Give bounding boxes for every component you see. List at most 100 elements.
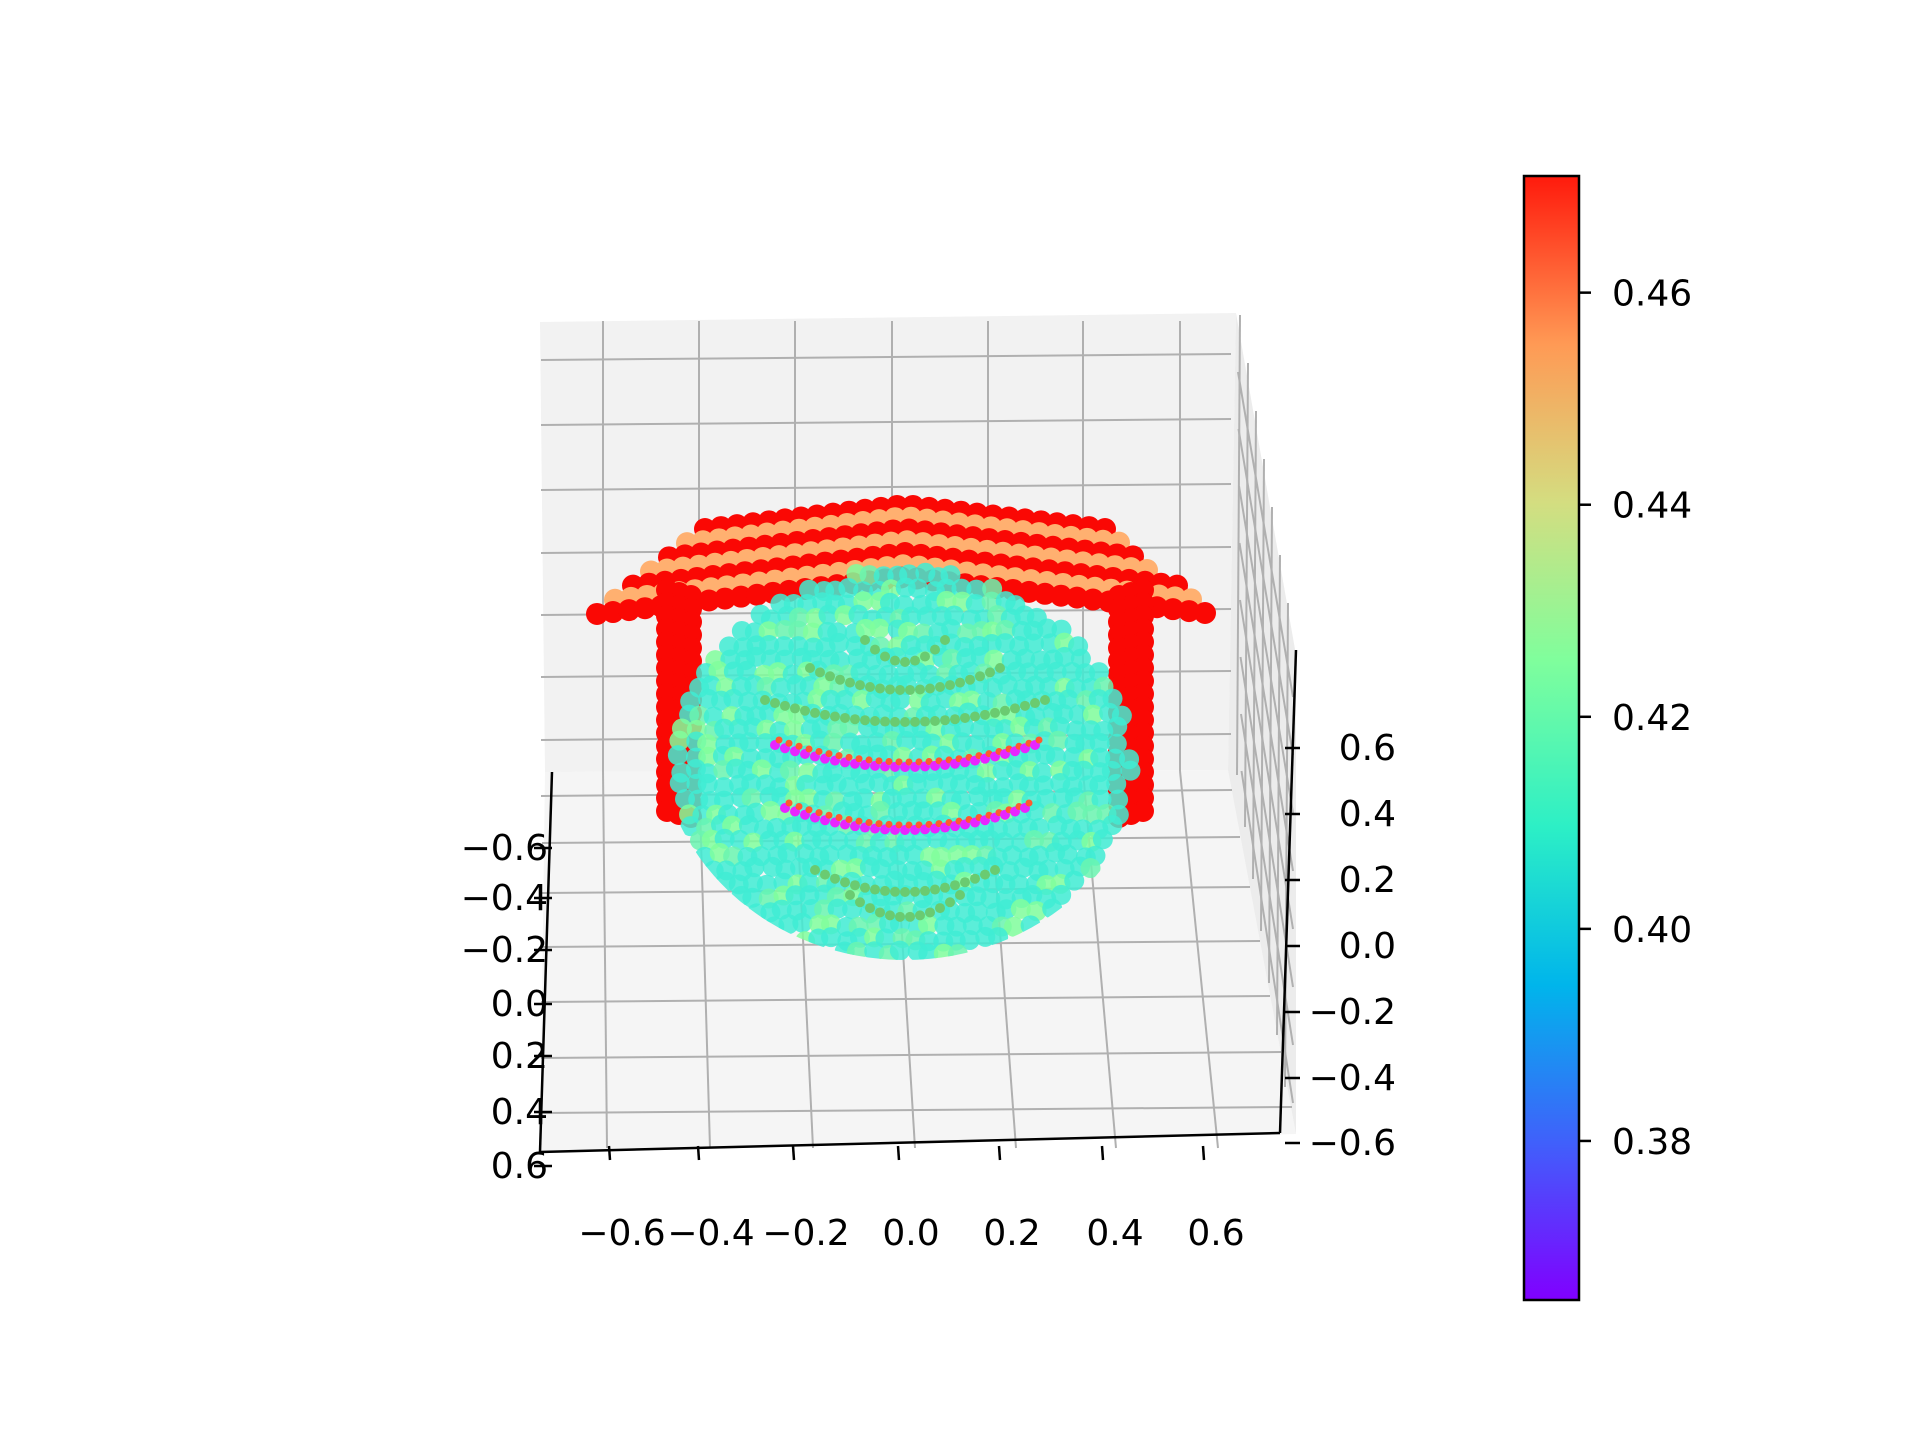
point — [777, 842, 798, 863]
point — [895, 684, 905, 695]
z-tick-label: −0.6 — [461, 828, 548, 869]
colorbar-tick-label: 0.42 — [1612, 698, 1692, 739]
point — [869, 618, 890, 639]
point — [1025, 799, 1033, 807]
y-tick-label: 0.6 — [1339, 728, 1396, 769]
point — [905, 684, 915, 695]
point — [885, 910, 895, 921]
point — [865, 903, 875, 914]
point — [1178, 600, 1200, 623]
z-tick-label: 0.6 — [491, 1146, 548, 1187]
point — [805, 745, 813, 753]
point — [1090, 747, 1111, 768]
point — [890, 689, 911, 710]
point — [730, 585, 752, 608]
point — [830, 873, 840, 884]
point — [667, 745, 688, 766]
point — [917, 914, 938, 935]
point — [889, 844, 910, 865]
point — [770, 698, 780, 709]
y-tick-label: 0.2 — [1339, 860, 1396, 901]
point — [900, 657, 910, 667]
y-tick-label: −0.2 — [1309, 992, 1396, 1033]
point — [698, 746, 719, 767]
x-tick-label: 0.6 — [1187, 1213, 1244, 1254]
gridline — [1260, 458, 1265, 932]
x-tick-label: −0.6 — [578, 1213, 665, 1254]
point — [1082, 588, 1104, 611]
point — [1030, 698, 1040, 709]
point — [795, 742, 803, 750]
point — [890, 716, 900, 727]
point — [865, 756, 873, 764]
gridline — [1179, 770, 1219, 1149]
point — [895, 821, 903, 829]
point — [845, 753, 853, 761]
point — [714, 718, 735, 739]
point — [1108, 789, 1129, 810]
point — [1024, 830, 1045, 851]
point — [840, 712, 850, 723]
gridline — [539, 1106, 1293, 1114]
point — [870, 884, 880, 895]
point — [790, 703, 800, 714]
colorbar-tick-label: 0.40 — [1612, 910, 1692, 951]
point — [780, 700, 790, 711]
point — [1024, 633, 1045, 654]
point — [791, 815, 812, 836]
point — [890, 886, 900, 897]
point — [825, 811, 833, 819]
gridline — [1268, 506, 1273, 984]
gridline — [602, 770, 608, 1149]
point — [904, 844, 925, 865]
point — [920, 716, 930, 727]
point — [634, 597, 656, 620]
point — [1035, 736, 1043, 744]
point — [820, 869, 830, 880]
point — [1048, 730, 1069, 751]
gridline — [1238, 542, 1294, 872]
point — [845, 816, 853, 823]
point — [1020, 700, 1030, 711]
point — [810, 865, 820, 875]
colorbar-gradient — [1522, 174, 1581, 1302]
gridline — [540, 418, 1232, 426]
point — [954, 857, 975, 878]
point — [714, 587, 736, 610]
z-tick-label: −0.4 — [461, 878, 548, 919]
gridline — [1239, 656, 1294, 988]
point — [755, 733, 776, 754]
colorbar-ticks: 0.38 0.40 0.42 0.44 0.46 — [1579, 274, 1692, 1163]
point — [853, 788, 874, 809]
point — [950, 880, 960, 891]
x-tick — [896, 1145, 901, 1161]
point — [905, 821, 913, 829]
colorbar-tick-label: 0.44 — [1612, 486, 1692, 527]
y-tick-label: 0.0 — [1339, 926, 1396, 967]
z-tick-label: 0.0 — [491, 984, 548, 1025]
point — [742, 887, 763, 908]
point — [823, 732, 844, 753]
point — [895, 911, 905, 922]
point — [760, 800, 781, 821]
point — [965, 593, 986, 614]
point — [870, 715, 880, 726]
point — [827, 898, 848, 919]
point — [1054, 646, 1075, 667]
point — [930, 715, 940, 726]
z-tick-label: 0.2 — [491, 1036, 548, 1077]
point — [1050, 584, 1072, 607]
point — [990, 865, 1000, 875]
point — [1102, 814, 1123, 835]
point — [805, 806, 813, 814]
x-tick — [791, 1145, 796, 1161]
point — [1046, 661, 1067, 682]
x-tick-labels: −0.6 −0.4 −0.2 0.0 0.2 0.4 0.6 — [578, 1145, 1245, 1254]
y-tick-label: 0.4 — [1339, 794, 1396, 835]
point — [845, 890, 855, 900]
point — [618, 599, 640, 622]
gridline — [540, 483, 1232, 491]
point — [980, 709, 990, 720]
point — [770, 677, 791, 698]
